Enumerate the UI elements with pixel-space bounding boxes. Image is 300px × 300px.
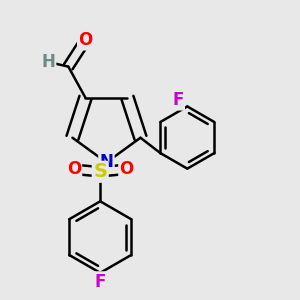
Text: O: O <box>67 160 81 178</box>
Text: S: S <box>93 162 107 181</box>
Text: O: O <box>119 160 134 178</box>
Text: N: N <box>100 153 113 171</box>
Text: F: F <box>94 273 106 291</box>
Text: O: O <box>78 31 93 49</box>
Text: H: H <box>41 53 55 71</box>
Text: F: F <box>172 91 184 109</box>
